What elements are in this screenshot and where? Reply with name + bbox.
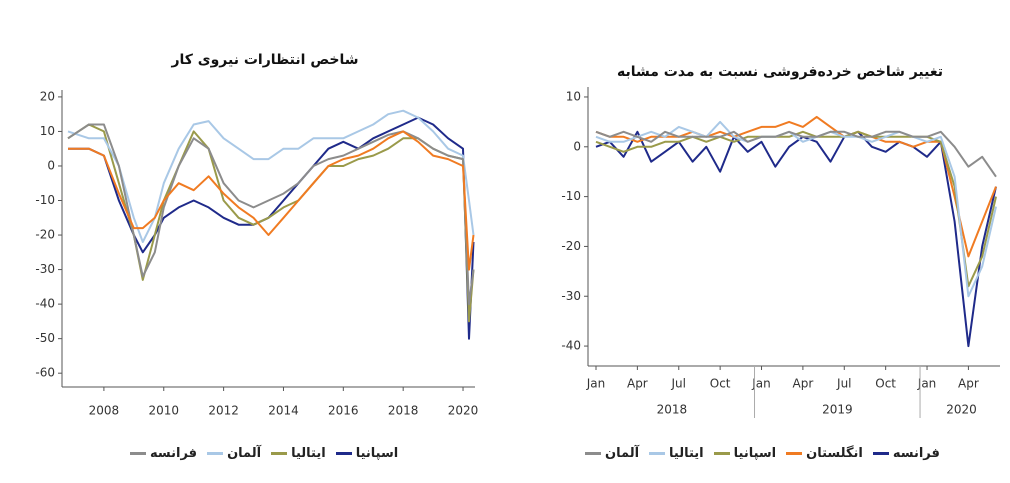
chart-title: تغییر شاخص خرده‌فروشی نسبت به مدت مشابه	[617, 64, 943, 80]
x-tick-label: Apr	[958, 377, 979, 391]
series-line	[68, 116, 475, 340]
series-line	[595, 120, 997, 298]
legend: فرانسه انگلستان اسپانیا ایتالیا آلمان	[585, 446, 940, 461]
legend-item: آلمان	[585, 446, 639, 461]
legend-item: اسپانیا	[335, 446, 399, 461]
y-tick-label: 20	[40, 89, 55, 103]
y-tick-label: -10	[561, 189, 581, 203]
series-line	[595, 130, 997, 348]
x-tick-label: 2018	[388, 404, 419, 418]
series-line	[67, 123, 475, 306]
x-tick-label: Jan	[917, 377, 937, 391]
legend-label: آلمان	[227, 446, 262, 461]
legend-label: ایتالیا	[291, 446, 326, 461]
legend-swatch	[585, 452, 601, 455]
x-group-label: 2020	[946, 403, 977, 417]
legend-swatch	[335, 452, 352, 455]
legend-swatch	[872, 452, 889, 455]
y-tick-label: -20	[35, 228, 55, 242]
legend-swatch	[713, 452, 730, 455]
legend-label: آلمان	[605, 446, 640, 461]
legend: اسپانیا ایتالیا آلمان فرانسه	[130, 446, 398, 461]
series-line	[68, 130, 475, 271]
legend-label: فرانسه	[150, 446, 198, 461]
legend-swatch	[130, 452, 146, 455]
legend-item: آلمان	[207, 446, 261, 461]
legend-swatch	[271, 452, 288, 455]
legend-item: ایتالیا	[649, 446, 704, 461]
x-tick-label: 2020	[448, 404, 479, 418]
y-tick-label: -40	[35, 297, 55, 311]
y-tick-label: -30	[35, 262, 55, 276]
x-tick-label: Jul	[836, 377, 851, 391]
series-line	[67, 109, 475, 243]
x-tick-label: 2008	[89, 404, 120, 418]
legend-item: انگلستان	[786, 446, 863, 461]
x-group-label: 2019	[822, 403, 853, 417]
x-tick-label: Oct	[710, 377, 731, 391]
legend-swatch	[786, 452, 803, 455]
legend-label: اسپانیا	[355, 446, 399, 461]
x-group-label: 2018	[657, 403, 688, 417]
legend-item: ایتالیا	[271, 446, 326, 461]
y-tick-label: -20	[561, 239, 581, 253]
y-tick-label: 10	[566, 89, 581, 103]
legend-label: فرانسه	[892, 446, 940, 461]
series-line	[595, 130, 997, 178]
x-tick-label: 2010	[148, 404, 179, 418]
x-tick-label: 2014	[268, 404, 299, 418]
y-tick-label: 0	[47, 158, 55, 172]
x-tick-label: Apr	[627, 377, 648, 391]
legend-swatch	[207, 452, 224, 455]
y-tick-label: -10	[35, 193, 55, 207]
x-tick-label: Oct	[875, 377, 896, 391]
legend-item: فرانسه	[130, 446, 197, 461]
y-tick-label: -60	[35, 366, 55, 380]
legend-item: اسپانیا	[713, 446, 777, 461]
y-tick-label: -30	[561, 289, 581, 303]
y-tick-label: 0	[573, 139, 581, 153]
y-tick-label: -40	[561, 339, 581, 353]
x-tick-label: Apr	[793, 377, 814, 391]
y-tick-label: -50	[35, 331, 55, 345]
series-line	[595, 130, 997, 288]
legend-label: ایتالیا	[669, 446, 704, 461]
x-tick-label: Jul	[671, 377, 686, 391]
x-tick-label: Jan	[751, 377, 771, 391]
y-tick-label: 10	[40, 124, 55, 138]
chart-title: شاخص انتظارات نیروی کار	[170, 52, 358, 68]
legend-label: انگلستان	[806, 446, 863, 461]
x-tick-label: 2012	[208, 404, 239, 418]
legend-item: فرانسه	[872, 446, 940, 461]
x-tick-label: 2016	[328, 404, 359, 418]
legend-swatch	[649, 452, 666, 455]
x-tick-label: Jan	[586, 377, 606, 391]
legend-label: اسپانیا	[733, 446, 777, 461]
